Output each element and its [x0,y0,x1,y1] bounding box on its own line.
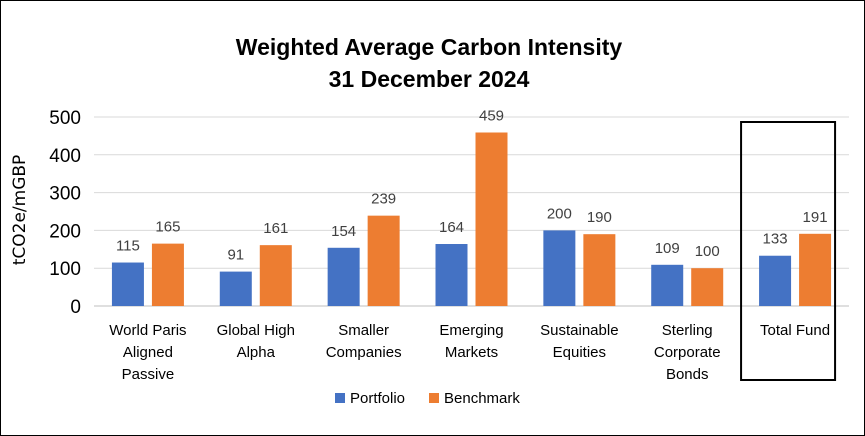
bar-portfolio [543,230,576,306]
data-label: 154 [331,223,356,240]
y-tick-label: 0 [70,297,81,318]
y-tick-label: 200 [49,221,81,242]
gridlines [94,116,849,307]
data-label: 459 [479,107,504,124]
bar-portfolio [219,271,252,306]
category-label-line: Corporate [654,344,721,361]
category-label-line: Markets [445,344,498,361]
chart-title: Weighted Average Carbon Intensity [236,34,623,60]
data-label: 161 [263,220,288,237]
category-label-line: Aligned [123,344,173,361]
bar-portfolio [435,244,468,306]
category-label: Total Fund [760,322,830,339]
category-label-line: Alpha [237,344,276,361]
y-axis-ticks: 0 100 200 300 400 500 [49,108,81,318]
category-label: Sterling Corporate Bonds [654,322,721,383]
category-label-line: Global High [217,322,295,339]
total-fund-highlight-box [740,121,837,381]
data-label: 133 [763,231,788,248]
y-tick-label: 100 [49,259,81,280]
chart-subtitle: 31 December 2024 [329,66,530,92]
category-label-line: Passive [122,366,175,383]
category-label-line: World Paris [109,322,186,339]
data-label: 239 [371,191,396,208]
data-labels: 115 165 91 161 154 239 164 459 200 190 109 100 133 19… [116,107,828,263]
y-axis-label: tCO2e/mGBP [10,155,30,266]
category-label-line: Total Fund [760,322,830,339]
bar-benchmark [475,132,508,306]
category-label: Global High Alpha [217,322,295,361]
category-label-line: Sterling [662,322,713,339]
legend: Portfolio Benchmark [335,390,520,407]
data-label: 109 [655,240,680,257]
bar-benchmark [367,215,400,306]
category-label: Smaller Companies [326,322,402,361]
category-label-line: Companies [326,344,402,361]
data-label: 115 [116,238,140,255]
data-label: 164 [439,219,464,236]
bar-benchmark [151,243,184,306]
bar-portfolio [327,247,360,306]
category-label: Emerging Markets [439,322,503,361]
category-label-line: Bonds [666,366,709,383]
category-label: World Paris Aligned Passive [109,322,186,383]
category-label-line: Smaller [338,322,389,339]
category-label-line: Equities [553,344,606,361]
bar-portfolio [651,264,684,306]
highlight-box [740,121,837,381]
category-label-line: Sustainable [540,322,618,339]
y-tick-label: 300 [49,184,81,205]
y-tick-label: 500 [49,108,81,129]
bar-benchmark [691,268,724,306]
legend-swatch-benchmark [429,393,439,403]
category-label-line: Emerging [439,322,503,339]
legend-label-portfolio: Portfolio [350,390,405,407]
legend-swatch-portfolio [335,393,345,403]
data-label: 191 [803,209,828,226]
category-label: Sustainable Equities [540,322,618,361]
bar-benchmark [259,245,292,306]
data-label: 165 [155,219,180,236]
bar-benchmark [583,234,616,306]
data-label: 100 [695,243,720,260]
data-label: 91 [227,247,244,264]
bar-benchmark [799,233,832,306]
bar-portfolio [111,262,144,306]
category-labels: World Paris Aligned Passive Global High Alph… [109,322,830,383]
legend-label-benchmark: Benchmark [444,390,520,407]
bars [111,132,832,306]
data-label: 190 [587,209,612,226]
data-label: 200 [547,205,572,222]
y-tick-label: 400 [49,146,81,167]
bar-portfolio [759,255,792,306]
